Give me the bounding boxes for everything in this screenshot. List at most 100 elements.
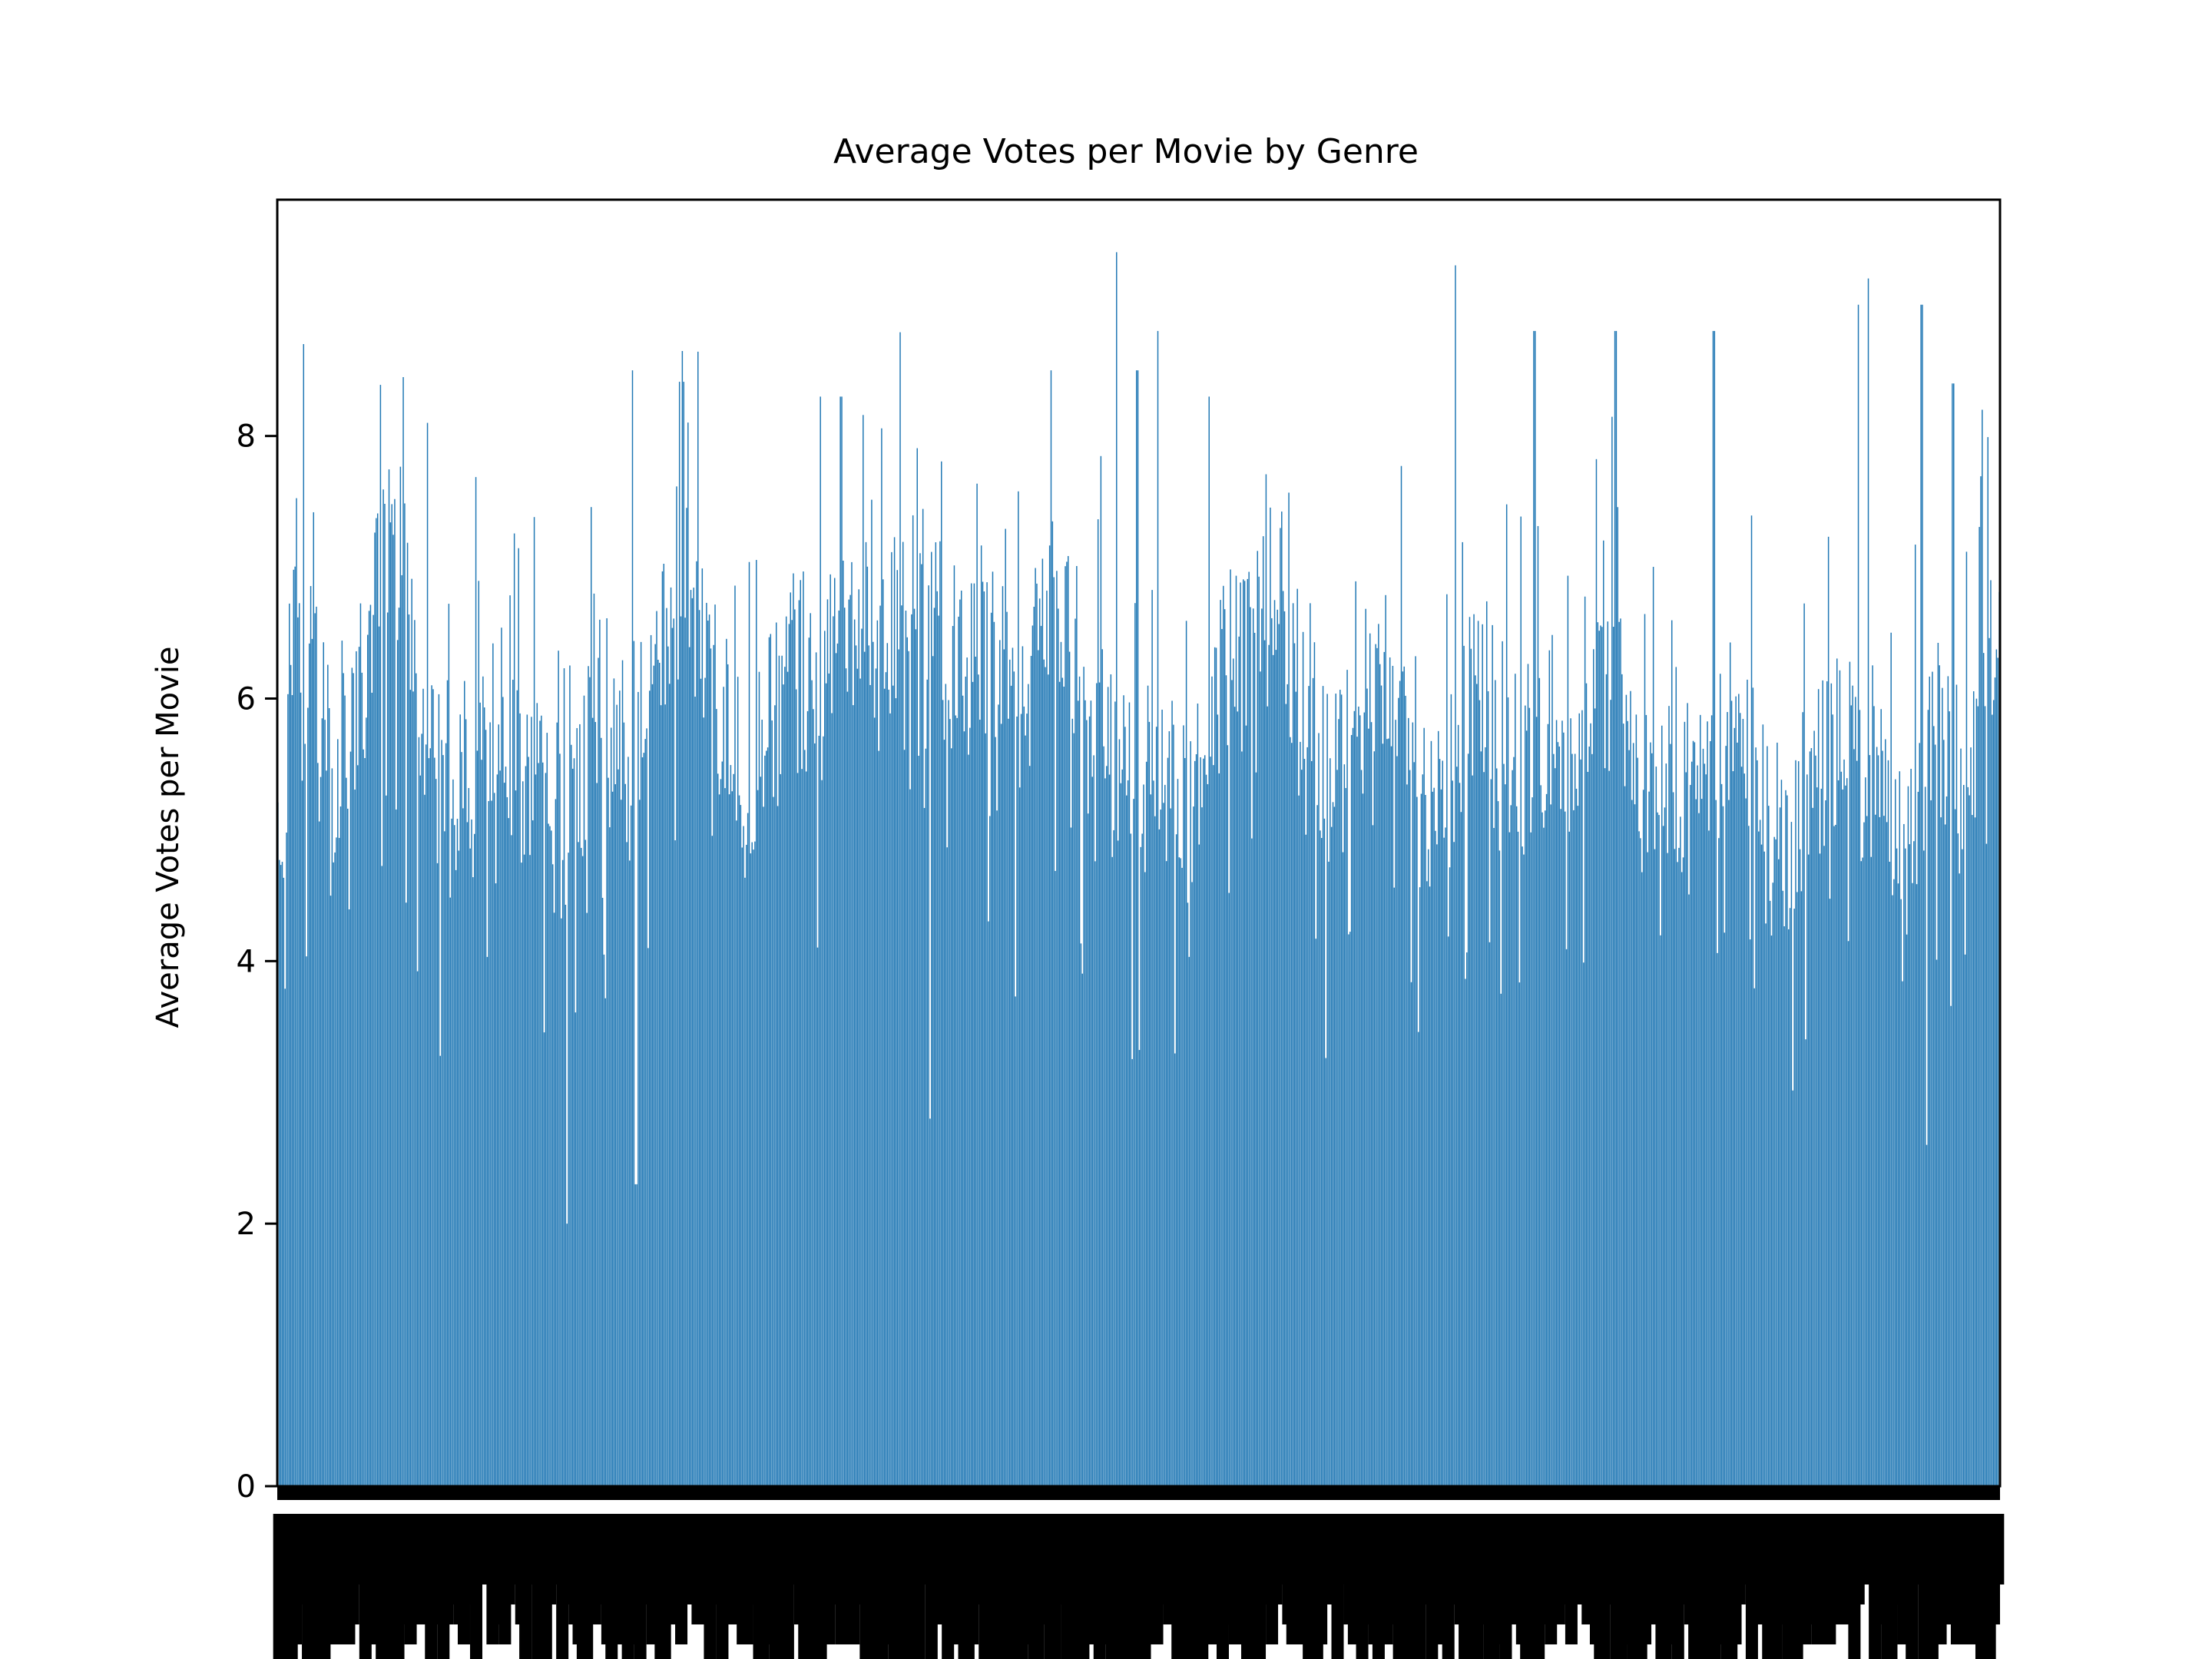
bar — [1785, 790, 1786, 1486]
bar — [1654, 849, 1656, 1486]
bar — [1705, 774, 1707, 1486]
bar — [1960, 748, 1962, 1486]
bar — [1684, 721, 1686, 1486]
bar — [992, 571, 994, 1486]
bar — [1585, 683, 1588, 1487]
bar — [1426, 881, 1428, 1486]
bar — [1023, 706, 1025, 1486]
bar — [1436, 844, 1438, 1486]
bar — [958, 616, 959, 1487]
bar — [386, 612, 389, 1487]
bar — [641, 757, 644, 1486]
bar — [1277, 609, 1278, 1486]
bar — [1790, 822, 1793, 1486]
bar — [1662, 826, 1664, 1486]
bar — [1773, 836, 1775, 1486]
bar — [1553, 753, 1555, 1486]
bar — [1355, 581, 1356, 1486]
bar — [1648, 791, 1650, 1486]
bar — [1261, 608, 1263, 1486]
bar — [483, 707, 485, 1486]
bar — [1386, 739, 1388, 1486]
bar — [1903, 823, 1905, 1486]
bar — [1720, 783, 1723, 1486]
bar — [1204, 755, 1206, 1486]
bar — [1432, 791, 1434, 1486]
bar — [856, 668, 859, 1487]
bar — [1453, 842, 1455, 1486]
bar — [1728, 800, 1730, 1486]
bar — [391, 504, 392, 1486]
bar — [1396, 756, 1398, 1486]
bar — [1167, 757, 1169, 1486]
bar — [891, 551, 892, 1486]
bar — [694, 697, 696, 1486]
bar — [1538, 677, 1541, 1486]
bar — [1358, 706, 1359, 1486]
bar — [1420, 793, 1422, 1486]
bar — [512, 680, 514, 1486]
bar — [1708, 830, 1710, 1486]
bar — [1638, 831, 1640, 1486]
bar — [1495, 768, 1498, 1486]
bar — [965, 676, 967, 1487]
bar — [1906, 934, 1908, 1486]
bar — [1578, 713, 1580, 1486]
bar — [697, 351, 699, 1486]
bar — [1947, 676, 1949, 1487]
bar — [1393, 887, 1395, 1486]
bar — [1867, 278, 1869, 1486]
bar — [1916, 884, 1918, 1486]
bar — [1479, 700, 1481, 1486]
bar — [1446, 594, 1448, 1487]
bar — [409, 690, 412, 1486]
bar — [1198, 844, 1200, 1486]
bar — [1459, 783, 1461, 1486]
bar — [836, 643, 839, 1486]
bar — [1237, 711, 1239, 1486]
bar — [1650, 742, 1651, 1486]
bar — [1398, 697, 1399, 1487]
x-tick-label-mark — [1992, 1514, 2005, 1584]
bar — [777, 806, 779, 1486]
bar — [1827, 536, 1830, 1486]
bar — [846, 691, 849, 1486]
bar — [1862, 857, 1863, 1486]
bar — [424, 794, 426, 1486]
bar — [1644, 614, 1646, 1486]
bar — [800, 580, 801, 1486]
bar — [784, 667, 786, 1486]
bar — [1712, 330, 1714, 1486]
bar — [1012, 647, 1014, 1486]
bar — [280, 865, 282, 1486]
bar — [1389, 657, 1391, 1487]
bar — [740, 805, 742, 1486]
bar — [506, 796, 508, 1486]
bar — [945, 684, 947, 1487]
bar — [774, 705, 776, 1486]
bar — [1513, 757, 1515, 1486]
bar — [569, 665, 571, 1486]
bar — [982, 581, 984, 1487]
bar — [1660, 935, 1661, 1486]
bar — [351, 667, 353, 1487]
bar — [324, 720, 326, 1486]
bar — [808, 637, 810, 1487]
bar — [801, 769, 803, 1486]
bar — [606, 618, 608, 1486]
bar — [1610, 700, 1611, 1486]
bar — [451, 818, 452, 1486]
bar — [761, 720, 763, 1486]
bar — [851, 561, 853, 1487]
bar — [1896, 848, 1898, 1486]
bar — [758, 671, 760, 1486]
bar — [525, 766, 527, 1486]
x-axis-ticks — [273, 1486, 2005, 1659]
bar — [1895, 779, 1896, 1486]
bar — [1224, 609, 1226, 1486]
bar — [853, 619, 856, 1486]
bar — [1061, 677, 1064, 1486]
bar — [687, 422, 689, 1487]
bar — [928, 585, 929, 1486]
bar — [738, 795, 740, 1486]
